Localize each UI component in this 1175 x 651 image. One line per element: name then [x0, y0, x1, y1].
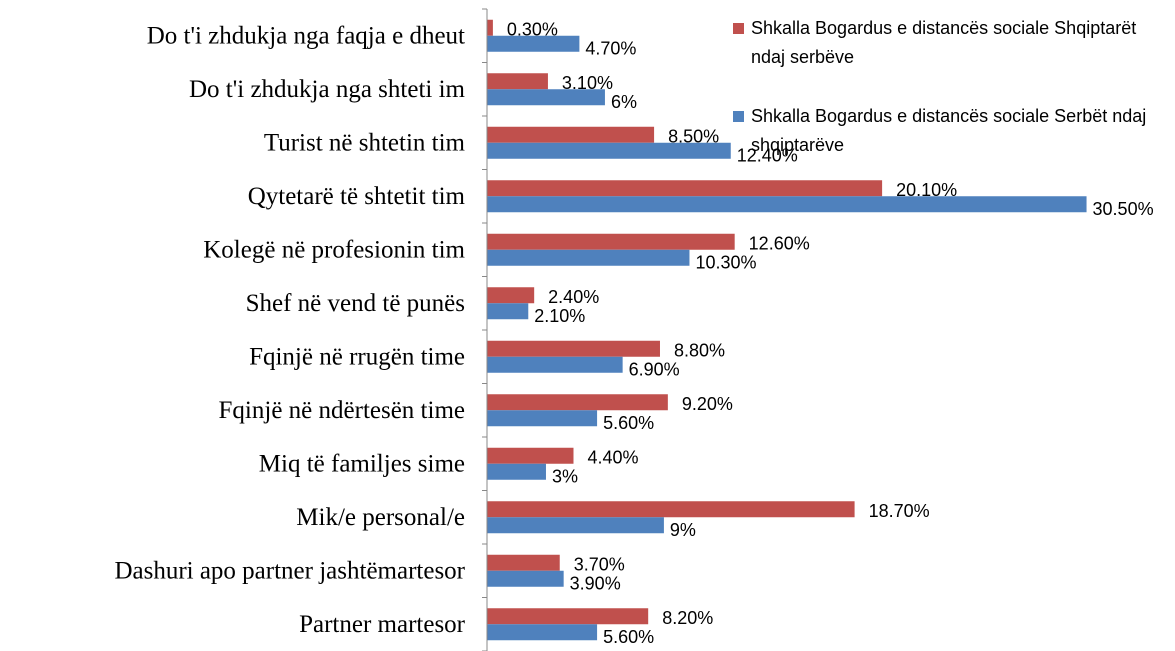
bar [487, 249, 690, 266]
data-label: 0.30% [507, 20, 558, 40]
data-label: 3% [552, 467, 578, 487]
bar [487, 287, 535, 304]
bar [487, 73, 548, 90]
category-label: Mik/e personal/e [296, 504, 465, 531]
data-label: 18.70% [869, 501, 930, 521]
bar [487, 89, 605, 106]
bar [487, 340, 660, 357]
data-label: 6.90% [629, 360, 680, 380]
bar [487, 19, 493, 36]
category-label: Kolegë në profesionin tim [203, 236, 465, 263]
bar [487, 303, 529, 320]
legend-label: Shkalla Bogardus e distancës sociale Shq… [751, 18, 1137, 67]
bar [487, 501, 855, 518]
bar [487, 126, 655, 143]
category-label: Partner martesor [299, 611, 466, 638]
data-label: 12.60% [749, 234, 810, 254]
bar [487, 570, 564, 587]
legend-entry: Shkalla Bogardus e distancës sociale Ser… [733, 102, 1173, 160]
category-label: Do t'i zhdukja nga faqja e dheut [147, 22, 465, 49]
data-label: 5.60% [603, 627, 654, 647]
legend-label: Shkalla Bogardus e distancës sociale Ser… [751, 106, 1147, 155]
category-label: Fqinjë në ndërtesën time [219, 397, 465, 424]
legend-swatch [733, 23, 744, 34]
legend-entry: Shkalla Bogardus e distancës sociale Shq… [733, 14, 1173, 72]
category-label: Qytetarë të shtetit tim [248, 183, 466, 210]
data-label: 8.20% [662, 608, 713, 628]
bar [487, 410, 598, 427]
bar [487, 196, 1087, 213]
data-label: 12.40% [737, 146, 798, 166]
legend-swatch [733, 111, 744, 122]
category-label: Turist në shtetin tim [264, 129, 466, 156]
bar [487, 394, 668, 411]
data-label: 6% [611, 92, 637, 112]
bar [487, 356, 623, 373]
bar [487, 233, 735, 250]
bar [487, 608, 649, 625]
data-label: 2.40% [548, 287, 599, 307]
bar [487, 35, 580, 52]
category-label: Do t'i zhdukja nga shteti im [189, 76, 466, 103]
bar [487, 447, 574, 464]
data-label: 9.20% [682, 394, 733, 414]
bar [487, 463, 546, 480]
data-label: 2.10% [534, 306, 585, 326]
data-label: 3.70% [574, 555, 625, 575]
data-label: 30.50% [1093, 199, 1154, 219]
bar [487, 624, 598, 641]
category-label: Fqinjë në rrugën time [249, 343, 465, 370]
data-label: 8.50% [668, 127, 719, 147]
data-label: 8.80% [674, 341, 725, 361]
category-label: Shef në vend të punës [246, 290, 465, 317]
data-label: 5.60% [603, 413, 654, 433]
data-label: 9% [670, 520, 696, 540]
data-label: 4.70% [585, 39, 636, 59]
bar [487, 517, 664, 534]
data-label: 3.10% [562, 73, 613, 93]
category-label: Miq të familjes sime [259, 450, 465, 477]
bar [487, 142, 731, 159]
data-label: 20.10% [896, 180, 957, 200]
data-label: 10.30% [695, 253, 756, 273]
category-label: Dashuri apo partner jashtëmartesor [114, 557, 465, 584]
bar [487, 554, 560, 571]
data-label: 4.40% [587, 448, 638, 468]
data-label: 3.90% [570, 574, 621, 594]
bar [487, 180, 883, 197]
